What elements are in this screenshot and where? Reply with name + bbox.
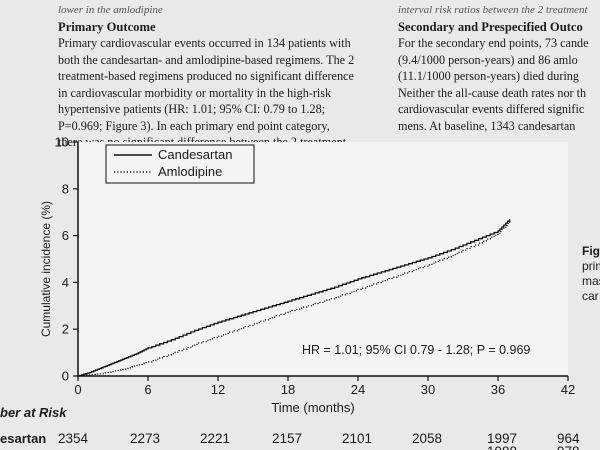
series-layer [78,219,511,377]
risk-value: 1997 [487,431,518,446]
caption-line: mas [582,274,600,288]
y-tick-label: 0 [62,369,69,384]
caption-line: Figu [582,244,600,258]
y-tick-label: 6 [62,228,69,243]
risk-value: 2101 [342,431,373,446]
right-column: interval risk ratios between the 2 treat… [398,2,598,134]
left-paragraph-line: Primary cardiovascular events occurred i… [58,36,351,50]
legend-label-amlodipine: Amlodipine [158,164,222,179]
x-tick-label: 42 [561,382,575,397]
y-axis-label: Cumulative incidence (%) [39,201,53,337]
left-paragraph-line: treatment-based regimens produced no sig… [58,69,354,83]
right-top-fragment: interval risk ratios between the 2 treat… [398,4,588,16]
risk-table-heading: ber at Risk [0,405,67,420]
x-tick-label: 24 [351,382,365,397]
x-tick-label: 30 [421,382,435,397]
left-paragraph-line: both the candesartan- and amlodipine-bas… [58,52,355,67]
x-tick-label: 18 [281,382,295,397]
risk-value-partial: 978 [557,444,580,450]
y-tick-label: 2 [62,322,69,337]
series-line-amlodipine [78,221,511,377]
x-tick-label: 36 [491,382,505,397]
risk-value: 2354 [58,431,89,446]
risk-value: 2157 [272,431,303,446]
series-line-candesartan [78,219,511,377]
risk-value-partial: 1988 [487,444,517,450]
risk-row-label: esartan [0,431,47,446]
left-paragraph-line: in cardiovascular morbidity or mortality… [58,85,332,100]
x-tick-label: 0 [74,382,81,397]
caption-line: car [582,289,599,303]
right-paragraph-line: (9.4/1000 person-years) and 86 amlo [398,52,578,67]
right-paragraph-line: Neither the all-cause death rates nor th [398,85,587,100]
y-tick-label: 8 [62,181,69,196]
caption-line: prim [582,259,600,273]
right-paragraph-line: mens. At baseline, 1343 candesartan [398,118,576,133]
y-tick-label: 4 [62,275,69,290]
right-paragraph-line: For the secondary end points, 73 cande [398,36,589,50]
primary-outcome-heading: Primary Outcome [58,19,156,34]
secondary-outcome-heading: Secondary and Prespecified Outco [398,19,583,34]
legend-box [105,144,255,184]
figure-caption-fragment: Figu prim mas car [582,244,600,304]
left-top-fragment: lower in the amlodipine [58,4,163,16]
right-paragraph-line: cardiovascular events differed signific [398,102,585,116]
risk-value: 2058 [412,431,443,446]
y-tick-label: 10 [55,135,69,150]
risk-value: 2273 [130,431,161,446]
plot-area [77,142,568,377]
hazard-ratio-annotation: HR = 1.01; 95% CI 0.79 - 1.28; P = 0.969 [302,343,530,357]
risk-value: 964 [557,431,580,446]
risk-value: 2221 [200,431,231,446]
legend: Candesartan Amlodipine [105,144,255,184]
right-paragraph-line: (11.1/1000 person-years) died during [398,69,579,83]
x-axis-label: Time (months) [271,400,354,415]
x-tick-label: 6 [144,382,151,397]
plot-background [78,142,568,376]
left-paragraph-line: P=0.969; Figure 3). In each primary end … [58,118,330,133]
legend-label-candesartan: Candesartan [158,147,232,162]
x-tick-label: 12 [211,382,225,397]
left-paragraph-line: hypertensive patients (HR: 1.01; 95% CI:… [58,102,326,116]
